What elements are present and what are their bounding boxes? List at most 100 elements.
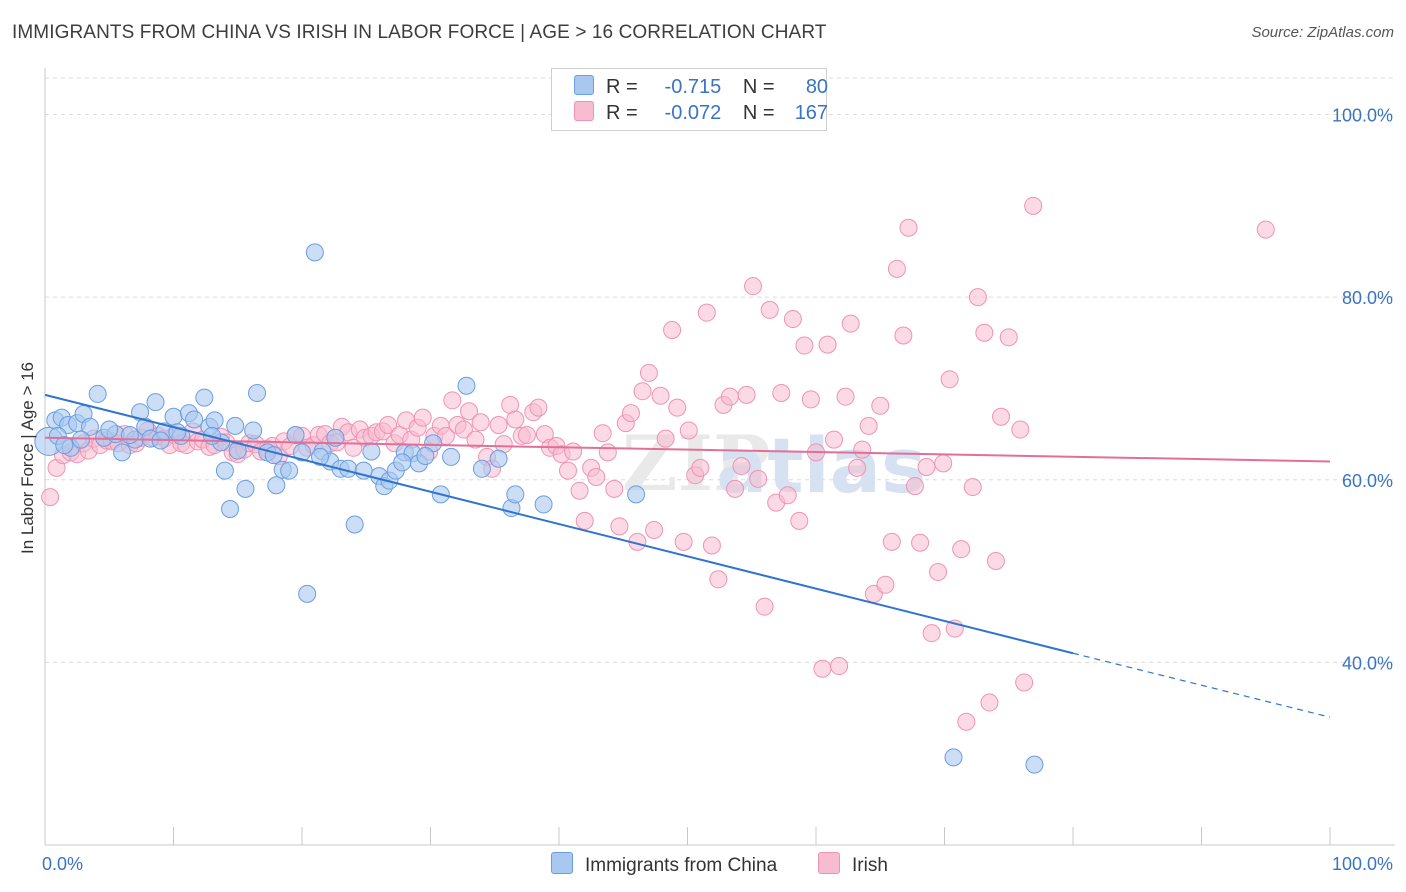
- irish-point: [963, 478, 982, 497]
- irish-point: [674, 532, 693, 551]
- legend-row-china: R = -0.715 N = 80: [574, 75, 828, 101]
- irish-point: [853, 440, 872, 459]
- irish-point: [934, 454, 953, 473]
- irish-point: [668, 398, 687, 417]
- irish-point: [783, 310, 802, 329]
- china-point: [457, 376, 476, 395]
- irish-point: [859, 416, 878, 435]
- x-tick-label: 0.0%: [42, 854, 83, 874]
- correlation-legend: R = -0.715 N = 80 R = -0.072 N = 167: [551, 68, 828, 131]
- tick-labels: 40.0% 60.0% 80.0% 100.0% 0.0% 100.0%: [42, 106, 1393, 874]
- x-tick-label: 100.0%: [1332, 854, 1393, 874]
- irish-point: [663, 321, 682, 340]
- irish-point: [709, 570, 728, 589]
- y-tick-label: 40.0%: [1342, 653, 1393, 673]
- y-axis-label: In Labor Force | Age > 16: [18, 361, 37, 555]
- china-point: [236, 479, 255, 498]
- china-point: [221, 499, 240, 518]
- legend-irish-n-value: 167: [794, 102, 829, 124]
- irish-point: [818, 335, 837, 354]
- irish-point: [999, 328, 1018, 347]
- china-point: [472, 459, 491, 478]
- irish-point: [379, 415, 398, 434]
- irish-point: [598, 443, 617, 462]
- china-point: [195, 388, 214, 407]
- irish-point: [992, 407, 1011, 426]
- china-point: [627, 485, 646, 504]
- irish-point: [1015, 673, 1034, 692]
- china-point: [120, 426, 139, 445]
- china-point: [489, 449, 508, 468]
- china-point: [1025, 755, 1044, 774]
- axes: [44, 68, 1395, 846]
- irish-point: [1256, 220, 1275, 239]
- china-point: [71, 430, 90, 449]
- irish-point: [1011, 420, 1030, 439]
- irish-point: [841, 314, 860, 333]
- irish-point: [848, 458, 867, 477]
- legend-china-r-value: -0.715: [664, 76, 722, 98]
- china-trend-extension: [1072, 652, 1331, 718]
- irish-point: [980, 693, 999, 712]
- irish-point: [679, 421, 698, 440]
- irish-point: [772, 384, 791, 403]
- y-tick-label: 60.0%: [1342, 471, 1393, 491]
- irish-point: [876, 575, 895, 594]
- bottom-legend-china: Immigrants from China: [551, 852, 777, 877]
- irish-point: [621, 404, 640, 423]
- irish-point: [871, 396, 890, 415]
- irish-point: [466, 430, 485, 449]
- irish-point: [760, 300, 779, 319]
- irish-point: [905, 477, 924, 496]
- china-point: [310, 447, 329, 466]
- y-tick-label: 100.0%: [1332, 106, 1393, 126]
- china-legend-icon: [551, 852, 573, 874]
- china-point: [215, 461, 234, 480]
- irish-point: [610, 517, 629, 536]
- irish-point: [975, 323, 994, 342]
- china-point: [326, 428, 345, 447]
- irish-point: [882, 532, 901, 551]
- irish-point: [795, 336, 814, 355]
- china-point: [80, 417, 99, 436]
- legend-irish-r-label: R =: [606, 102, 638, 124]
- legend-row-irish: R = -0.072 N = 167: [574, 101, 828, 127]
- irish-point: [968, 288, 987, 307]
- china-point: [298, 584, 317, 603]
- legend-irish-r-value: -0.072: [664, 102, 722, 124]
- irish-point: [454, 420, 473, 439]
- china-point: [362, 442, 381, 461]
- irish-point: [593, 424, 612, 443]
- irish-point: [413, 408, 432, 427]
- irish-point: [899, 218, 918, 237]
- china-point: [100, 420, 119, 439]
- irish-point: [922, 624, 941, 643]
- irish-point: [691, 458, 710, 477]
- irish-point: [1024, 196, 1043, 215]
- irish-point: [570, 481, 589, 500]
- trend-lines: [44, 393, 1331, 718]
- source-label: Source: ZipAtlas.com: [1251, 24, 1394, 41]
- irish-point: [651, 386, 670, 405]
- irish-point: [732, 457, 751, 476]
- china-point: [280, 461, 299, 480]
- irish-legend-icon: [818, 852, 840, 874]
- irish-point: [517, 426, 536, 445]
- irish-point: [755, 597, 774, 616]
- china-point: [506, 485, 525, 504]
- irish-point: [639, 363, 658, 382]
- irish-point: [645, 520, 664, 539]
- irish-point: [940, 370, 959, 389]
- irish-point: [697, 303, 716, 322]
- china-point: [244, 421, 263, 440]
- irish-point: [558, 461, 577, 480]
- irish-point: [887, 259, 906, 278]
- china-point: [416, 447, 435, 466]
- china-point: [113, 443, 132, 462]
- china-point: [305, 243, 324, 262]
- china-trend-line: [44, 393, 1074, 655]
- irish-point: [986, 552, 1005, 571]
- watermark-atlas: atlas: [716, 421, 926, 510]
- irish-point: [894, 326, 913, 345]
- china-point: [293, 443, 311, 462]
